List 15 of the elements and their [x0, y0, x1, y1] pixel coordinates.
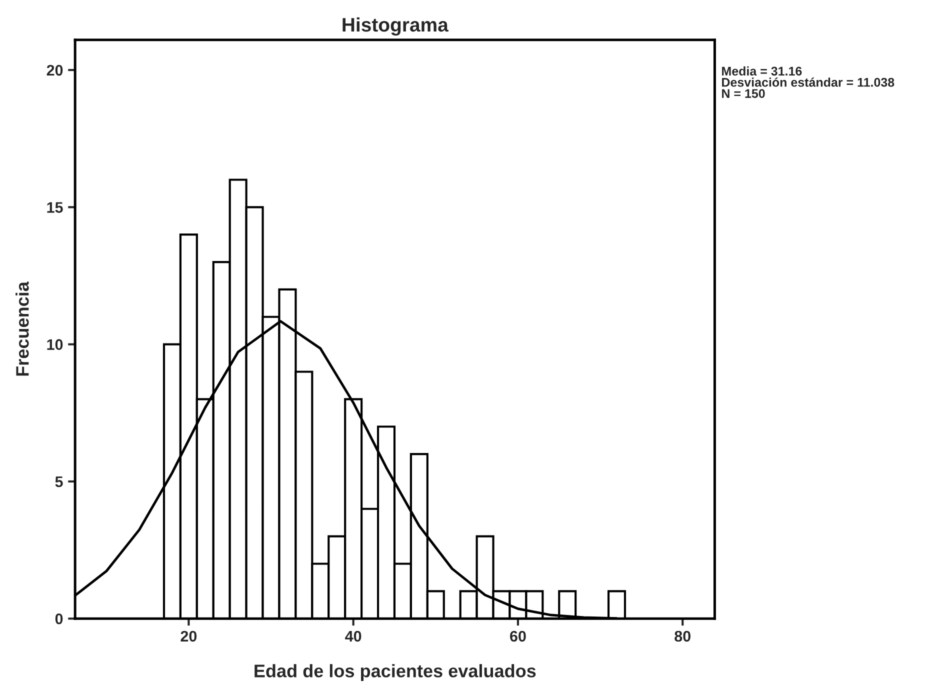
x-tick-label: 60 — [510, 630, 526, 642]
y-tick-label: 20 — [46, 64, 63, 76]
chart-title: Histograma — [342, 17, 449, 36]
y-tick-label: 0 — [55, 613, 63, 624]
text: Desviación estándar = 11.038 — [722, 77, 894, 87]
x-axis-title: Edad de los pacientes evaluados — [254, 664, 536, 681]
text: Media = 31.16 — [722, 66, 802, 76]
x-tick-label: 40 — [345, 630, 362, 642]
y-axis-title: Frecuencia — [16, 281, 29, 376]
text: N = 150 — [722, 89, 765, 98]
y-tick-label: 15 — [47, 202, 63, 213]
y-tick-label: 10 — [47, 339, 63, 350]
y-tick-label: 5 — [55, 476, 63, 488]
x-tick-label: 20 — [180, 630, 197, 642]
x-tick-label: 80 — [674, 630, 690, 642]
